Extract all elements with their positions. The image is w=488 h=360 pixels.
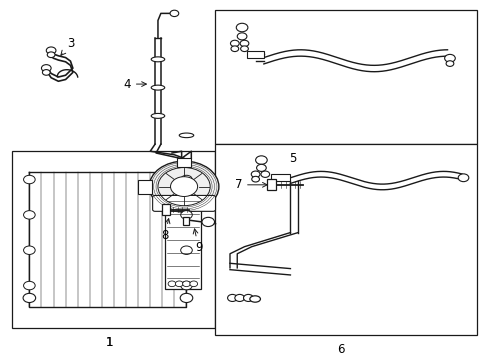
Circle shape: [168, 281, 176, 287]
Circle shape: [23, 246, 35, 255]
Circle shape: [189, 281, 197, 287]
Text: 5: 5: [288, 152, 296, 165]
Circle shape: [182, 281, 190, 287]
Bar: [177, 158, 191, 167]
Bar: [12, 151, 215, 328]
Circle shape: [256, 164, 265, 171]
Circle shape: [230, 40, 239, 46]
Circle shape: [180, 293, 192, 302]
Bar: [215, 144, 476, 335]
Circle shape: [236, 23, 247, 32]
Bar: [164, 194, 201, 289]
Circle shape: [23, 281, 35, 290]
Text: 1: 1: [105, 336, 113, 348]
Circle shape: [237, 33, 246, 40]
Circle shape: [444, 54, 454, 62]
Bar: [183, 217, 188, 225]
Bar: [162, 204, 169, 215]
Text: 8: 8: [161, 219, 169, 242]
Circle shape: [170, 10, 179, 17]
Circle shape: [175, 281, 183, 287]
Circle shape: [445, 61, 453, 66]
Circle shape: [41, 65, 51, 72]
Circle shape: [261, 171, 269, 177]
Circle shape: [180, 175, 192, 184]
Circle shape: [234, 294, 244, 301]
Circle shape: [251, 176, 259, 182]
Circle shape: [46, 47, 56, 54]
Circle shape: [251, 171, 260, 177]
Circle shape: [42, 69, 50, 75]
Circle shape: [149, 161, 219, 212]
Circle shape: [180, 211, 192, 219]
Text: 4: 4: [123, 78, 146, 91]
Circle shape: [202, 217, 214, 226]
Circle shape: [255, 156, 266, 164]
Text: 3: 3: [61, 37, 74, 55]
Circle shape: [243, 294, 253, 301]
Circle shape: [170, 177, 197, 197]
Bar: [270, 174, 290, 181]
Circle shape: [227, 294, 237, 301]
Text: 1: 1: [105, 336, 113, 348]
Bar: [266, 179, 275, 190]
FancyBboxPatch shape: [152, 195, 215, 211]
Circle shape: [240, 40, 248, 46]
Circle shape: [23, 211, 35, 219]
Circle shape: [23, 175, 35, 184]
Text: 9: 9: [193, 229, 202, 255]
Ellipse shape: [151, 113, 164, 118]
Text: 2: 2: [178, 170, 185, 190]
Ellipse shape: [179, 133, 193, 138]
Circle shape: [457, 174, 468, 182]
Circle shape: [47, 52, 55, 58]
Text: 6: 6: [337, 343, 344, 356]
Circle shape: [240, 46, 248, 51]
Ellipse shape: [151, 57, 164, 62]
Circle shape: [180, 281, 192, 290]
Ellipse shape: [249, 296, 260, 302]
Text: 7: 7: [234, 178, 266, 191]
Bar: [138, 180, 151, 194]
Circle shape: [23, 293, 36, 302]
Circle shape: [180, 246, 192, 255]
Bar: [215, 10, 476, 144]
Ellipse shape: [151, 85, 164, 90]
Circle shape: [230, 46, 238, 51]
Bar: [246, 51, 264, 58]
